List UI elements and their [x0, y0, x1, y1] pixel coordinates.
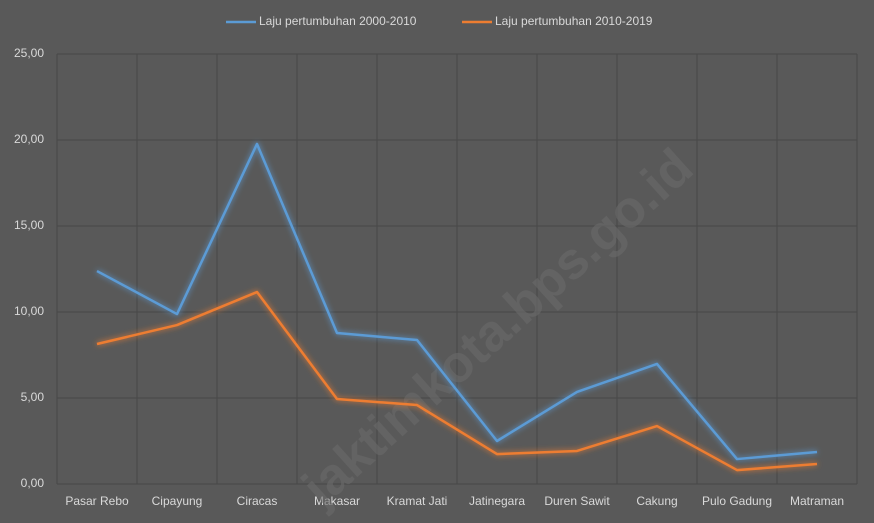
- legend-label: Laju pertumbuhan 2000-2010: [259, 14, 417, 28]
- x-tick-label: Cipayung: [152, 494, 203, 508]
- y-tick-label: 10,00: [14, 304, 44, 318]
- x-tick-label: Pulo Gadung: [702, 494, 772, 508]
- x-tick-label: Cakung: [636, 494, 677, 508]
- legend-label: Laju pertumbuhan 2010-2019: [495, 14, 653, 28]
- series-line: [96, 142, 818, 461]
- x-tick-label: Makasar: [314, 494, 360, 508]
- series-line: [96, 290, 818, 472]
- y-tick-label: 25,00: [14, 46, 44, 60]
- x-tick-label: Jatinegara: [469, 494, 525, 508]
- x-tick-label: Duren Sawit: [544, 494, 610, 508]
- y-tick-label: 15,00: [14, 218, 44, 232]
- y-tick-label: 5,00: [21, 390, 45, 404]
- y-tick-label: 0,00: [21, 476, 45, 490]
- x-tick-label: Pasar Rebo: [65, 494, 129, 508]
- y-tick-label: 20,00: [14, 132, 44, 146]
- x-tick-label: Ciracas: [237, 494, 278, 508]
- x-tick-label: Kramat Jati: [387, 494, 448, 508]
- x-tick-label: Matraman: [790, 494, 844, 508]
